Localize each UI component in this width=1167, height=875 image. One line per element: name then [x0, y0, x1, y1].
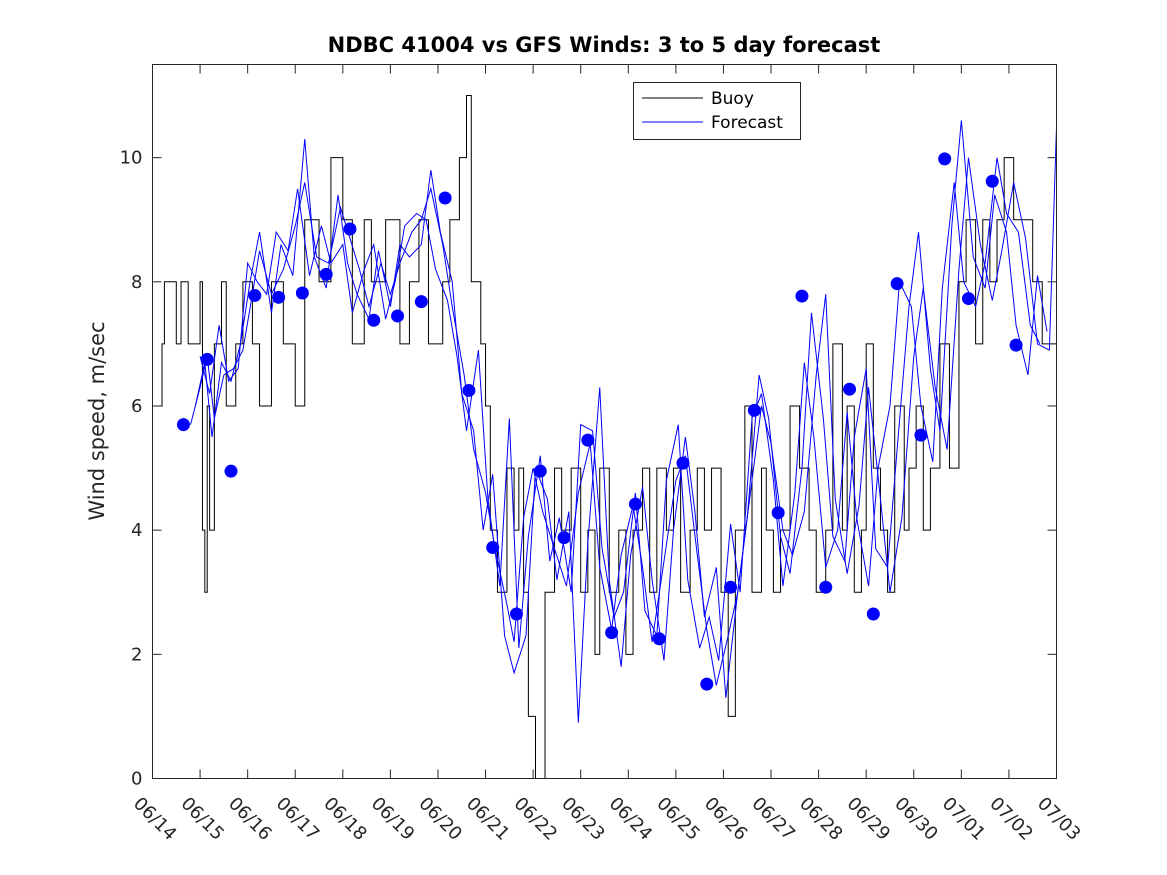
forecast-marker	[462, 383, 476, 397]
forecast-marker	[652, 632, 666, 646]
y-tick-label: 8	[131, 272, 142, 293]
forecast-series-line	[194, 120, 1048, 723]
marker-layer	[176, 152, 1023, 691]
forecast-marker	[343, 222, 357, 236]
forecast-marker	[272, 290, 286, 304]
forecast-marker	[1009, 338, 1023, 352]
legend-box	[633, 82, 801, 140]
y-tick-label: 10	[120, 148, 143, 169]
forecast-marker	[414, 295, 428, 309]
y-tick-label: 2	[131, 644, 142, 665]
forecast-marker	[509, 607, 523, 621]
forecast-marker	[700, 677, 714, 691]
y-axis-label: Wind speed, m/sec	[85, 321, 109, 520]
forecast-marker	[676, 456, 690, 470]
legend-forecast-label: Forecast	[711, 113, 783, 133]
forecast-series-line	[199, 157, 1041, 661]
forecast-marker	[176, 418, 190, 432]
legend-buoy-label: Buoy	[711, 89, 754, 109]
forecast-marker	[628, 497, 642, 511]
forecast-marker	[843, 382, 857, 396]
forecast-marker	[391, 309, 405, 323]
legend: Buoy Forecast	[633, 82, 801, 140]
forecast-marker	[200, 352, 214, 366]
forecast-marker	[367, 313, 381, 327]
forecast-marker	[938, 152, 952, 166]
y-tick-label: 0	[131, 769, 142, 790]
forecast-marker	[438, 191, 452, 205]
forecast-marker	[747, 403, 761, 417]
forecast-marker	[819, 580, 833, 594]
forecast-marker	[866, 607, 880, 621]
plot-frame	[152, 64, 1057, 779]
forecast-marker	[985, 174, 999, 188]
forecast-marker	[581, 433, 595, 447]
forecast-marker	[248, 288, 262, 302]
forecast-marker	[557, 531, 571, 545]
forecast-marker	[295, 286, 309, 300]
forecast-marker	[795, 289, 809, 303]
forecast-marker	[771, 506, 785, 520]
forecast-marker	[961, 292, 975, 306]
y-tick-label: 4	[131, 520, 142, 541]
forecast-marker	[486, 541, 500, 555]
forecast-marker	[890, 277, 904, 291]
chart-title: NDBC 41004 vs GFS Winds: 3 to 5 day fore…	[328, 33, 881, 57]
forecast-marker	[319, 267, 333, 281]
y-tick-label: 6	[131, 396, 142, 417]
forecast-marker	[724, 580, 738, 594]
forecast-marker	[914, 428, 928, 442]
forecast-marker	[605, 626, 619, 640]
forecast-marker	[224, 464, 238, 478]
forecast-marker	[533, 464, 547, 478]
y-axis: 0 2 4 6 8 10	[120, 148, 1057, 790]
